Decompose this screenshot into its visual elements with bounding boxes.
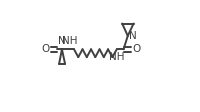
Text: N: N <box>129 31 137 41</box>
Text: O: O <box>132 44 140 54</box>
Text: NH: NH <box>62 36 77 46</box>
Text: NH: NH <box>109 52 125 62</box>
Text: O: O <box>42 44 50 54</box>
Text: N: N <box>58 37 66 46</box>
